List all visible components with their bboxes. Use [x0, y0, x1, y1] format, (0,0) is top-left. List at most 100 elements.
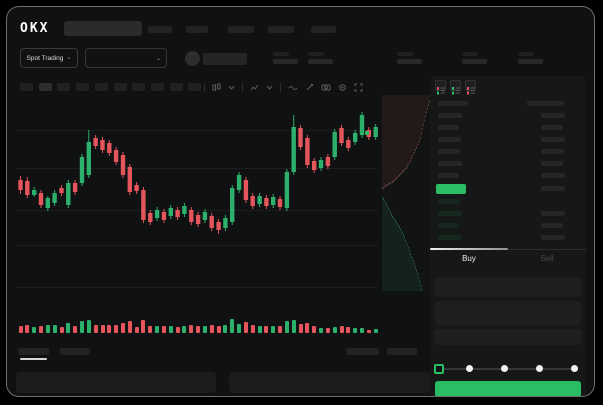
volume-bar — [284, 321, 289, 333]
indicators-icon[interactable] — [250, 83, 259, 92]
nav-item[interactable] — [228, 26, 254, 33]
slider-stop-dot[interactable] — [466, 365, 473, 372]
volume-bar — [127, 321, 132, 333]
ask-price-placeholder — [438, 149, 460, 154]
volume-bar — [148, 326, 153, 333]
volume-bar — [202, 326, 207, 333]
book-asks-icon[interactable] — [465, 80, 476, 95]
volume-bar — [360, 328, 364, 333]
search-input[interactable] — [64, 21, 142, 36]
ask-price-placeholder — [438, 173, 459, 178]
ask-amount-placeholder — [541, 137, 565, 142]
bid-amount-placeholder — [541, 223, 563, 228]
stat-value-placeholder — [273, 59, 298, 64]
buy-submit-button[interactable] — [435, 381, 581, 396]
chart-gridline — [16, 130, 378, 131]
market-type-selector[interactable]: Spot Trading ⌄ — [20, 48, 78, 68]
chevron-down-icon[interactable] — [266, 85, 273, 90]
volume-bar — [45, 325, 50, 333]
volume-bar — [291, 320, 296, 333]
bid-price-placeholder — [438, 211, 462, 216]
ask-amount-placeholder — [541, 149, 564, 154]
fullscreen-icon[interactable] — [354, 83, 363, 92]
nav-item[interactable] — [268, 26, 294, 33]
toolbar-divider — [280, 82, 281, 92]
stat-label-placeholder — [397, 52, 413, 56]
volume-bar — [339, 326, 344, 333]
timeframe-button[interactable] — [76, 83, 90, 91]
camera-icon[interactable] — [321, 83, 331, 91]
timeframe-button[interactable] — [94, 83, 108, 91]
volume-bar — [209, 325, 214, 333]
timeframe-button[interactable] — [57, 83, 71, 91]
timeframe-button[interactable] — [113, 83, 127, 91]
order-book-panel: Buy Sell — [430, 76, 586, 396]
volume-bar — [32, 327, 37, 333]
slider-stop-dot[interactable] — [536, 365, 543, 372]
order-input-field[interactable] — [435, 301, 581, 325]
footer-tab[interactable] — [18, 348, 49, 355]
timeframe-button[interactable] — [38, 83, 52, 91]
candlestick-chart[interactable] — [16, 100, 378, 290]
timeframe-button[interactable] — [132, 83, 146, 91]
chevron-down-icon: ⌄ — [66, 55, 72, 61]
slider-stop-dot[interactable] — [571, 365, 578, 372]
volume-bar — [230, 319, 235, 333]
buy-tab-underline — [430, 248, 508, 250]
ask-amount-placeholder — [541, 125, 563, 130]
orderbook-current-price[interactable] — [436, 184, 466, 194]
tab-buy[interactable]: Buy — [462, 254, 476, 263]
footer-control[interactable] — [387, 348, 417, 355]
depth-chart[interactable] — [381, 95, 431, 292]
candle-type-icon[interactable] — [212, 83, 221, 92]
volume-bars — [16, 293, 378, 333]
book-bids-icon[interactable] — [450, 80, 461, 95]
wave-icon[interactable] — [288, 84, 298, 91]
slider-stop-dot[interactable] — [501, 365, 508, 372]
chart-gridline — [16, 287, 378, 288]
pair-selector[interactable]: ⌄ — [85, 48, 167, 68]
draw-icon[interactable] — [305, 83, 314, 92]
order-input-field[interactable] — [435, 277, 581, 297]
volume-bar — [250, 325, 255, 333]
volume-bar — [325, 328, 330, 333]
timeframe-button[interactable] — [20, 83, 33, 91]
okx-logo: OKX — [20, 21, 50, 36]
volume-bar — [93, 325, 98, 333]
book-both-icon[interactable] — [435, 80, 446, 95]
pair-name-placeholder — [203, 53, 247, 65]
nav-item[interactable] — [311, 26, 336, 33]
chevron-down-icon: ⌄ — [155, 56, 161, 62]
bid-amount-placeholder — [541, 211, 565, 216]
nav-item[interactable] — [148, 26, 172, 33]
chevron-down-icon[interactable] — [228, 85, 235, 90]
order-input-field[interactable] — [435, 329, 581, 345]
timeframe-button[interactable] — [150, 83, 164, 91]
active-tab-underline — [20, 358, 47, 360]
volume-bar — [25, 325, 30, 333]
bid-price-placeholder — [438, 235, 461, 240]
timeframe-button[interactable] — [169, 83, 183, 91]
volume-bar — [134, 327, 139, 333]
volume-bar — [182, 326, 187, 333]
volume-bar — [373, 329, 378, 333]
volume-bar — [319, 328, 323, 333]
volume-bar — [107, 325, 112, 333]
volume-bar — [175, 327, 180, 333]
volume-bar — [278, 326, 282, 333]
stat-label-placeholder — [308, 52, 324, 56]
stat-label-placeholder — [462, 52, 478, 56]
settings-icon[interactable] — [338, 83, 347, 92]
footer-tab[interactable] — [60, 348, 90, 355]
volume-bar — [223, 325, 228, 333]
volume-bar — [73, 326, 78, 333]
app-window: OKX Spot Trading ⌄ ⌄ — [6, 6, 595, 397]
stat-value-placeholder — [462, 59, 487, 64]
tab-sell[interactable]: Sell — [540, 254, 554, 263]
timeframe-button[interactable] — [188, 83, 202, 91]
nav-item[interactable] — [186, 26, 208, 33]
amount-slider-handle[interactable] — [434, 364, 444, 374]
toolbar-divider — [204, 82, 205, 92]
volume-bar — [305, 323, 310, 333]
footer-control[interactable] — [346, 348, 379, 355]
